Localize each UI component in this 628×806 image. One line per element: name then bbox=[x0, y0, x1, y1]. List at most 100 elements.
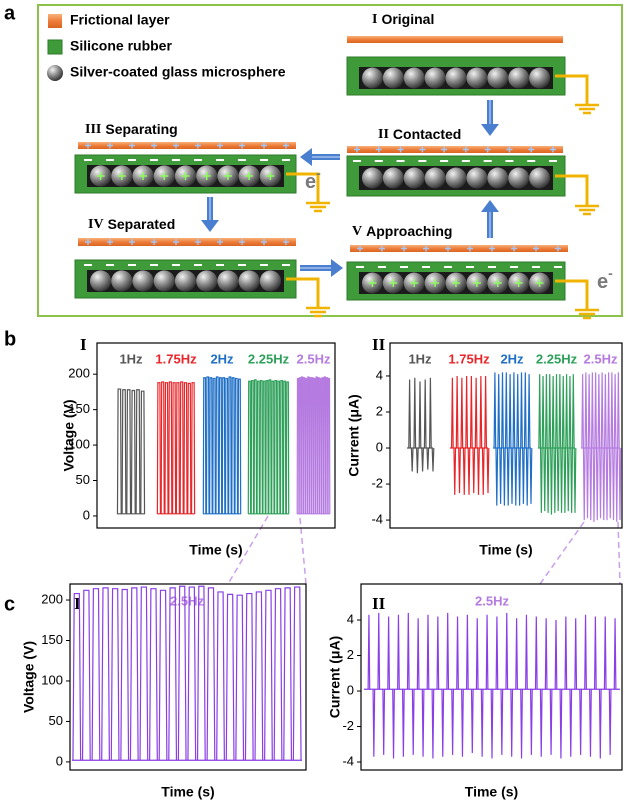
trough bbox=[441, 689, 445, 757]
legend-swatch-silicone bbox=[47, 39, 63, 55]
y-tick-label: 100 bbox=[41, 672, 63, 687]
peak bbox=[274, 379, 278, 514]
peak bbox=[135, 389, 141, 514]
y-tick-label: 200 bbox=[41, 591, 63, 606]
peak bbox=[196, 585, 206, 761]
peak bbox=[325, 377, 329, 514]
stage-numeral: V bbox=[352, 224, 362, 239]
flow-arrow bbox=[300, 259, 343, 277]
peak bbox=[565, 374, 568, 449]
peak bbox=[187, 586, 197, 761]
trough bbox=[529, 689, 533, 755]
peak bbox=[101, 587, 110, 761]
microsphere bbox=[466, 167, 488, 189]
electron-label: e- bbox=[597, 265, 613, 294]
peak bbox=[313, 377, 316, 514]
trough bbox=[602, 448, 606, 521]
peak bbox=[225, 593, 235, 761]
trough bbox=[618, 448, 622, 521]
panel-letter: a bbox=[4, 2, 16, 24]
peak bbox=[545, 374, 548, 449]
trough bbox=[518, 448, 521, 506]
trough bbox=[490, 689, 494, 759]
trough bbox=[431, 689, 435, 759]
stage-title: I Original bbox=[372, 11, 434, 28]
microsphere bbox=[529, 167, 550, 189]
peak bbox=[221, 377, 226, 514]
peak bbox=[224, 377, 229, 514]
peak bbox=[321, 377, 325, 514]
ground-wire bbox=[555, 174, 589, 206]
peak bbox=[250, 379, 255, 514]
frictional-layer bbox=[78, 142, 296, 149]
microsphere bbox=[174, 270, 197, 292]
y-tick-label: 100 bbox=[68, 437, 90, 452]
peak bbox=[285, 381, 290, 514]
microsphere bbox=[487, 167, 509, 189]
stage-title: II Contacted bbox=[378, 126, 461, 143]
peak bbox=[610, 372, 614, 449]
legend-swatch-sphere bbox=[47, 65, 63, 81]
plot-frame bbox=[69, 583, 307, 771]
trough bbox=[539, 689, 543, 757]
peak bbox=[171, 382, 177, 514]
peak bbox=[387, 616, 391, 690]
y-tick-label: -2 bbox=[342, 718, 354, 733]
peak bbox=[237, 378, 242, 514]
electron-symbol: e bbox=[305, 171, 316, 193]
peak bbox=[584, 372, 588, 449]
peak bbox=[273, 588, 283, 761]
microsphere bbox=[259, 270, 281, 292]
trough bbox=[458, 448, 461, 494]
peak bbox=[253, 379, 258, 514]
trough bbox=[514, 448, 518, 506]
peak bbox=[554, 620, 558, 690]
peak bbox=[527, 374, 531, 449]
trough bbox=[462, 448, 466, 495]
trough bbox=[595, 448, 599, 521]
peak bbox=[121, 389, 127, 514]
peak bbox=[234, 377, 239, 514]
stage-numeral: IV bbox=[88, 217, 104, 232]
peak bbox=[262, 380, 266, 514]
frictional-layer bbox=[78, 238, 296, 246]
y-tick-label: -2 bbox=[371, 475, 383, 490]
peak bbox=[465, 614, 469, 690]
flow-arrow bbox=[300, 148, 340, 166]
electron-label: e- bbox=[305, 165, 321, 194]
trough bbox=[431, 447, 435, 472]
trough bbox=[605, 448, 609, 521]
y-tick-label: 0 bbox=[56, 753, 63, 768]
microsphere bbox=[90, 270, 112, 292]
peak bbox=[561, 375, 565, 449]
peak bbox=[276, 380, 281, 514]
peak bbox=[607, 372, 611, 449]
peak bbox=[317, 377, 321, 514]
y-tick-label: 50 bbox=[76, 472, 90, 487]
x-axis-label: Time (s) bbox=[161, 784, 214, 800]
peak bbox=[603, 374, 607, 449]
trough bbox=[453, 448, 457, 495]
trough bbox=[570, 448, 574, 513]
peak bbox=[202, 377, 207, 514]
x-axis-label: Time (s) bbox=[465, 784, 518, 800]
ground-wire bbox=[555, 74, 589, 105]
peak bbox=[300, 376, 304, 514]
trough bbox=[579, 689, 583, 755]
trough bbox=[553, 448, 557, 513]
stage-label: Separated bbox=[108, 216, 176, 232]
peak bbox=[244, 592, 254, 761]
peak bbox=[304, 377, 308, 514]
subpanel-label: I bbox=[74, 594, 81, 613]
y-tick-label: 150 bbox=[68, 401, 90, 416]
peak bbox=[168, 381, 173, 514]
microsphere bbox=[111, 270, 133, 292]
peak bbox=[306, 376, 310, 514]
peak bbox=[397, 614, 400, 690]
trough bbox=[461, 689, 464, 757]
legend-label: Silver-coated glass microsphere bbox=[70, 64, 286, 80]
microsphere bbox=[362, 67, 383, 89]
peak bbox=[315, 376, 319, 514]
peak bbox=[81, 589, 91, 761]
peak bbox=[175, 382, 181, 514]
